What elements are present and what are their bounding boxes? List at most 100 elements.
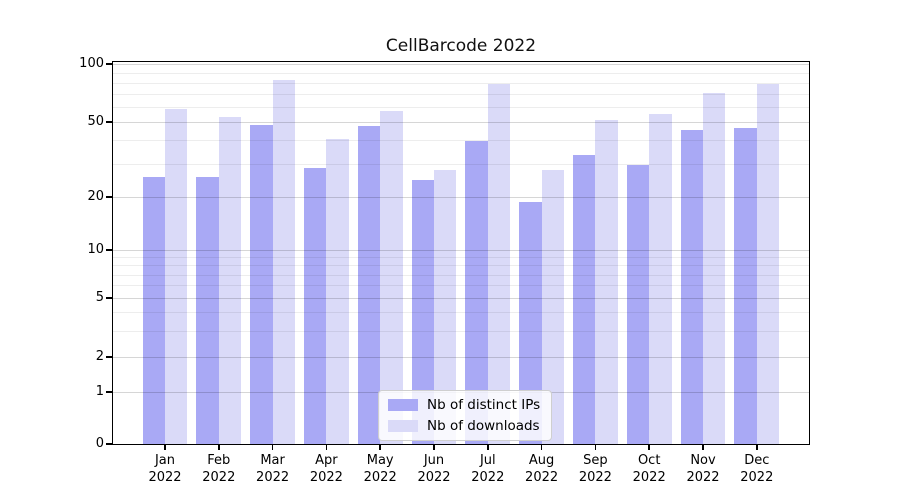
grid-major-line [112, 122, 810, 123]
y-tick-label: 1 [95, 384, 104, 399]
x-tick-mark [756, 445, 758, 450]
x-tick-year: 2022 [202, 470, 236, 485]
x-tick-year: 2022 [363, 470, 397, 485]
x-tick-mark [379, 445, 381, 450]
x-tick-label: Mar 2022 [243, 452, 303, 486]
x-tick-year: 2022 [740, 470, 774, 485]
ips-bar [250, 124, 273, 445]
y-tick-mark [106, 356, 112, 358]
y-tick-mark [106, 443, 112, 445]
y-tick-label: 2 [95, 349, 104, 364]
ips-bar [196, 176, 219, 445]
downloads-bar [380, 110, 403, 445]
ips-bar [304, 167, 327, 445]
grid-major-line [112, 298, 810, 299]
downloads-bar [165, 109, 188, 445]
x-tick-month: Feb [207, 453, 231, 468]
grid-major-line [112, 64, 810, 65]
grid-minor-line [112, 312, 810, 314]
y-tick-mark [106, 249, 112, 251]
x-tick-year: 2022 [686, 470, 720, 485]
x-tick-label: Nov 2022 [673, 452, 733, 486]
y-tick-mark [106, 63, 112, 65]
downloads-bar [756, 83, 780, 445]
x-tick-label: Dec 2022 [727, 452, 787, 486]
ips-bar [626, 164, 650, 445]
downloads-bar [541, 170, 564, 445]
downloads-bar [649, 113, 672, 445]
y-tick-label: 0 [95, 436, 104, 451]
x-tick-month: Nov [690, 453, 716, 468]
legend-swatch-distinct-ips [388, 399, 418, 411]
x-tick-label: Sep 2022 [565, 452, 625, 486]
x-tick-month: Apr [315, 453, 338, 468]
legend-swatch-downloads [388, 420, 418, 432]
grid-minor-line [112, 72, 810, 74]
downloads-bar [272, 79, 295, 445]
x-tick-mark [325, 445, 328, 450]
ips-bar [680, 129, 703, 445]
grid-minor-line [112, 93, 810, 95]
x-tick-month: Jun [423, 453, 445, 468]
x-tick-label: Oct 2022 [619, 452, 679, 486]
grid-minor-line [112, 106, 810, 108]
x-tick-label: May 2022 [350, 452, 410, 486]
ips-bar [734, 128, 757, 445]
ips-bar [465, 141, 488, 445]
x-tick-month: Jan [154, 453, 176, 468]
y-tick-mark [106, 196, 112, 198]
legend-label-distinct-ips: Nb of distinct IPs [427, 397, 541, 413]
x-tick-month: Sep [583, 453, 608, 468]
grid-minor-line [112, 257, 810, 259]
y-tick-label: 20 [87, 189, 104, 204]
ips-bar [357, 126, 381, 445]
ips-bar [142, 176, 165, 445]
grid-minor-line [112, 274, 810, 276]
x-tick-year: 2022 [309, 470, 343, 485]
x-tick-year: 2022 [417, 470, 451, 485]
chart-title: CellBarcode 2022 [385, 36, 537, 56]
x-tick-year: 2022 [256, 470, 290, 485]
x-tick-label: Jun 2022 [404, 452, 464, 486]
x-tick-year: 2022 [525, 470, 559, 485]
legend: Nb of distinct IPs Nb of downloads [378, 390, 553, 441]
x-tick-month: Mar [260, 453, 285, 468]
x-tick-label: Apr 2022 [296, 452, 356, 486]
x-tick-mark [218, 445, 220, 450]
grid-major-line [112, 357, 810, 358]
x-tick-mark [271, 445, 274, 450]
grid-minor-line [112, 82, 810, 84]
legend-label-downloads: Nb of downloads [427, 418, 540, 434]
ips-bar [519, 201, 542, 445]
x-tick-month: Oct [637, 453, 661, 468]
x-tick-year: 2022 [471, 470, 505, 485]
grid-minor-line [112, 330, 810, 332]
grid-minor-line [112, 140, 810, 142]
downloads-bar [595, 119, 618, 445]
y-tick-mark [106, 297, 112, 299]
downloads-bar [487, 83, 511, 445]
ips-bar [411, 179, 434, 445]
grid-major-line [112, 197, 810, 198]
y-tick-label: 5 [95, 290, 104, 305]
downloads-bar [218, 116, 242, 445]
plot-area [112, 61, 810, 445]
y-tick-mark [106, 391, 112, 393]
x-tick-mark [702, 445, 704, 450]
downloads-bar [434, 170, 457, 445]
y-tick-mark [106, 121, 112, 123]
ips-bar [573, 154, 596, 445]
x-tick-year: 2022 [148, 470, 182, 485]
x-tick-label: Jul 2022 [458, 452, 518, 486]
x-tick-mark [487, 445, 489, 450]
x-tick-month: Jul [479, 453, 496, 468]
x-tick-mark [540, 445, 543, 450]
x-tick-mark [433, 445, 435, 450]
x-tick-year: 2022 [632, 470, 666, 485]
y-tick-label: 100 [79, 56, 104, 71]
x-tick-month: Dec [744, 453, 770, 468]
legend-item-downloads: Nb of downloads [388, 418, 540, 434]
x-tick-label: Jan 2022 [135, 452, 195, 486]
x-tick-label: Feb 2022 [189, 452, 249, 486]
